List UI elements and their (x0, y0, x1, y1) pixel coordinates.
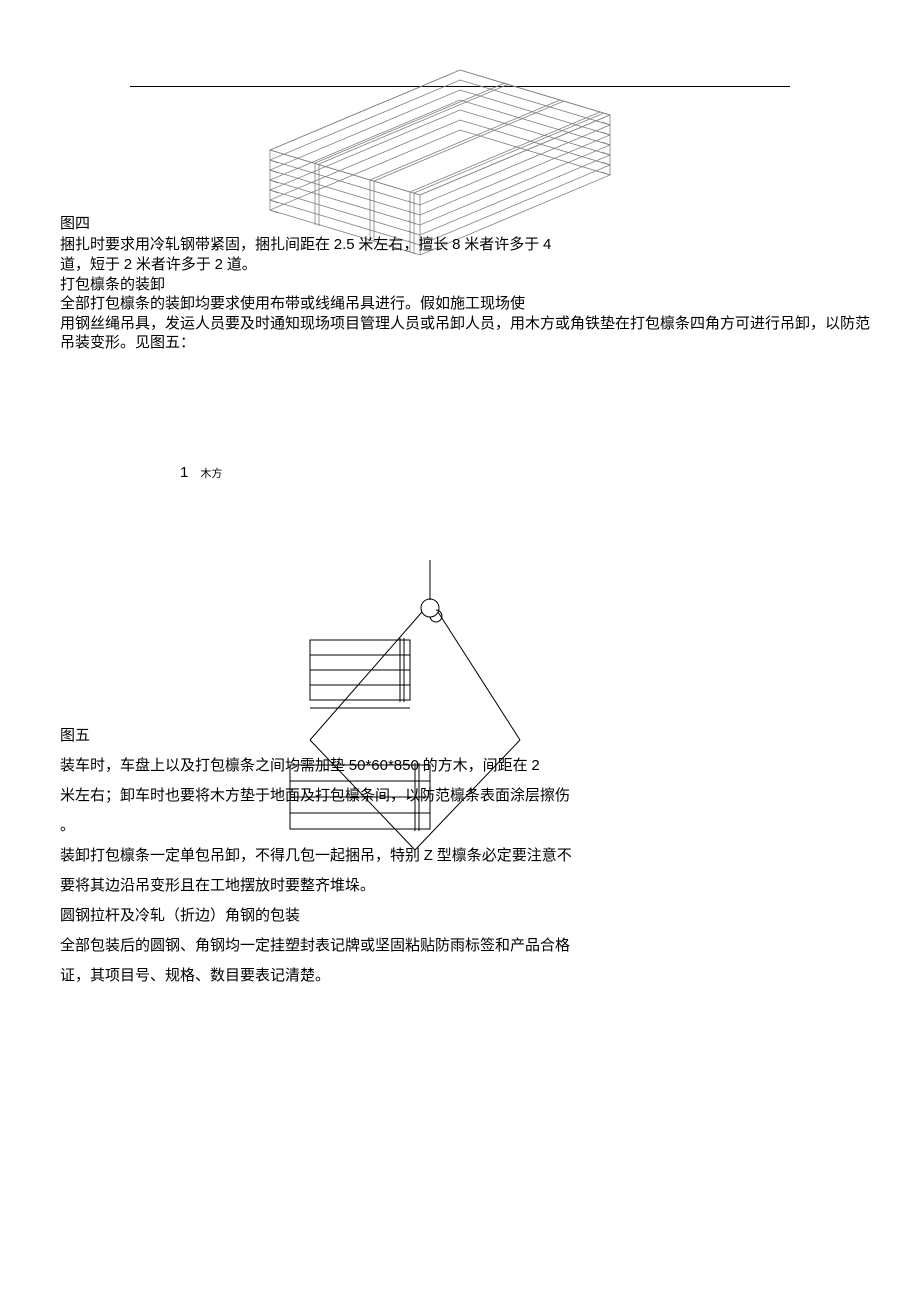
s1-line4: 全部打包檩条的装卸均要求使用布带或线绳吊具进行。假如施工现场使 (60, 295, 880, 315)
s2-line6: 全部包装后的圆钢、角钢均一定挂塑封表记牌或坚固粘贴防雨标签和产品合格 (60, 931, 840, 961)
section-1-text: 图四 捆扎时要求用冷轧钢带紧固，捆扎间距在 2.5 米左右，擅长 8 米者许多于… (60, 215, 880, 354)
figure-4-label: 图四 (60, 215, 880, 235)
s2-line2b: 。 (60, 811, 840, 841)
s1-line5: 用钢丝绳吊具，发运人员要及时通知现场项目管理人员或吊卸人员，用木方或角铁垫在打包… (60, 315, 880, 354)
s2-line4: 要将其边沿吊变形且在工地摆放时要整齐堆垛。 (60, 871, 840, 901)
s2-line3: 装卸打包檩条一定单包吊卸，不得几包一起捆吊，特别 Z 型檩条必定要注意不 (60, 841, 840, 871)
s2-line1: 装车时，车盘上以及打包檩条之间均需加垫 50*60*850 的方木，间距在 2 (60, 751, 840, 781)
section-2-text: 图五 装车时，车盘上以及打包檩条之间均需加垫 50*60*850 的方木，间距在… (60, 721, 840, 991)
s2-line2: 米左右；卸车时也要将木方垫于地面及打包檩条间，以防范檩条表面涂层擦伤 (60, 781, 840, 811)
figure-5-label: 图五 (60, 721, 840, 751)
s2-line5: 圆钢拉杆及冷轧（折边）角钢的包装 (60, 901, 840, 931)
annotation-1: 1木方 (180, 464, 222, 481)
s2-line7: 证，其项目号、规格、数目要表记清楚。 (60, 961, 840, 991)
s1-line2: 道，短于 2 米者许多于 2 道。 (60, 255, 880, 276)
s1-line3: 打包檩条的装卸 (60, 276, 880, 296)
s1-line1: 捆扎时要求用冷轧钢带紧固，捆扎间距在 2.5 米左右，擅长 8 米者许多于 4 (60, 235, 880, 256)
